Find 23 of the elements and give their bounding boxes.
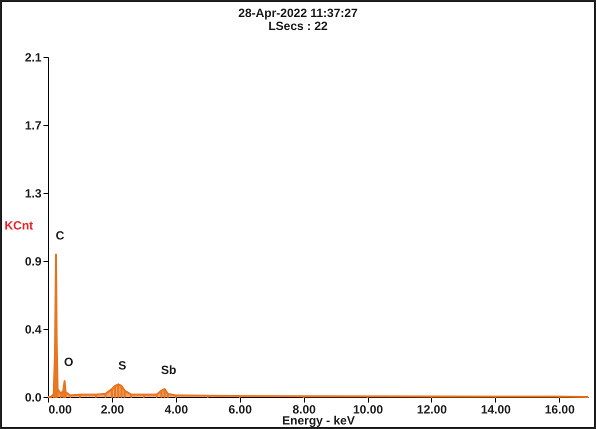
annotation: Sb	[160, 363, 176, 378]
chart-title: 28-Apr-2022 11:37:27	[238, 6, 358, 20]
annotation: S	[118, 358, 126, 372]
x-tick-label: 10.00	[353, 402, 384, 416]
y-tick-label: 2.1	[24, 50, 42, 64]
y-tick-label: 0.9	[24, 254, 42, 268]
x-axis-title: Energy - keV	[282, 414, 355, 428]
chart-subtitle: LSecs : 22	[268, 19, 328, 33]
x-tick-label: 4.00	[164, 402, 188, 416]
x-tick-label: 2.00	[100, 402, 124, 416]
y-axis-title: KCnt	[4, 218, 34, 232]
y-tick-label: 0.4	[24, 322, 42, 336]
y-tick-label: 1.7	[24, 118, 42, 132]
annotation: C	[56, 228, 65, 243]
y-tick-label: 1.3	[24, 186, 42, 200]
y-tick-label: 0.0	[24, 390, 42, 404]
x-tick-label: 0.00	[48, 402, 72, 416]
x-tick-label: 8.00	[292, 402, 316, 416]
annotation: O	[64, 355, 74, 370]
x-tick-label: 6.00	[228, 402, 252, 416]
x-tick-label: 16.00	[544, 402, 576, 416]
x-tick-label: 14.00	[480, 402, 512, 416]
x-tick-label: 12.00	[416, 402, 448, 416]
